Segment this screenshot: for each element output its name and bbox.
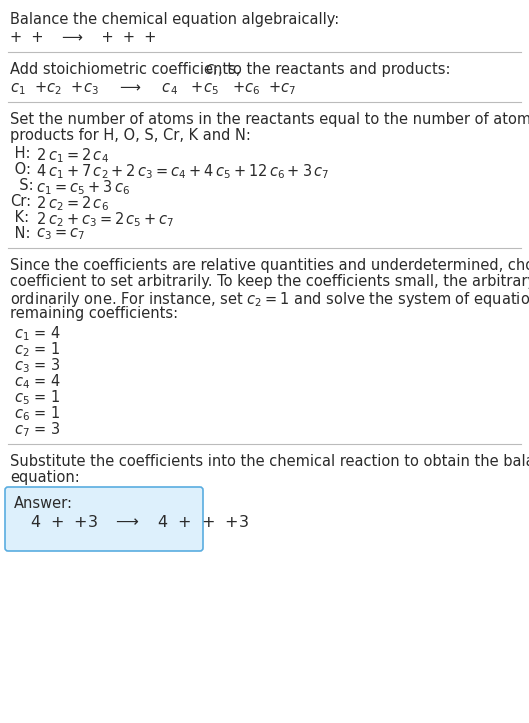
Text: Add stoichiometric coefficients,: Add stoichiometric coefficients,: [10, 62, 245, 77]
Text: Cr:: Cr:: [10, 194, 31, 209]
Text: $c_3 = c_7$: $c_3 = c_7$: [32, 226, 85, 241]
Text: $2\,c_1 = 2\,c_4$: $2\,c_1 = 2\,c_4$: [32, 146, 109, 165]
Text: +  +    ⟶    +  +  +: + + ⟶ + + +: [10, 30, 157, 45]
Text: $c_2$ = 1: $c_2$ = 1: [14, 340, 60, 359]
Text: remaining coefficients:: remaining coefficients:: [10, 306, 178, 321]
Text: Balance the chemical equation algebraically:: Balance the chemical equation algebraica…: [10, 12, 339, 27]
Text: H:: H:: [10, 146, 31, 161]
Text: Substitute the coefficients into the chemical reaction to obtain the balanced: Substitute the coefficients into the che…: [10, 454, 529, 469]
Text: $c_5$ = 1: $c_5$ = 1: [14, 388, 60, 407]
Text: $4\,c_1 + 7\,c_2 + 2\,c_3 = c_4 + 4\,c_5 + 12\,c_6 + 3\,c_7$: $4\,c_1 + 7\,c_2 + 2\,c_3 = c_4 + 4\,c_5…: [32, 162, 330, 181]
Text: $c_1 = c_5 + 3\,c_6$: $c_1 = c_5 + 3\,c_6$: [32, 178, 130, 197]
Text: Answer:: Answer:: [14, 496, 73, 511]
FancyBboxPatch shape: [5, 487, 203, 551]
Text: $c_1$ = 4: $c_1$ = 4: [14, 324, 61, 343]
Text: $2\,c_2 = 2\,c_6$: $2\,c_2 = 2\,c_6$: [32, 194, 109, 213]
Text: $c_6$ = 1: $c_6$ = 1: [14, 404, 60, 423]
Text: S:: S:: [10, 178, 34, 193]
Text: $4$  $+$  $+3$   $\longrightarrow$   $4$  $+$  $+$  $+3$: $4$ $+$ $+3$ $\longrightarrow$ $4$ $+$ $…: [30, 514, 249, 530]
Text: N:: N:: [10, 226, 31, 241]
Text: equation:: equation:: [10, 470, 80, 485]
Text: Since the coefficients are relative quantities and underdetermined, choose a: Since the coefficients are relative quan…: [10, 258, 529, 273]
Text: $c_7$ = 3: $c_7$ = 3: [14, 420, 61, 439]
Text: $c_4$ = 4: $c_4$ = 4: [14, 372, 61, 390]
Text: , to the reactants and products:: , to the reactants and products:: [218, 62, 451, 77]
Text: $c_3$ = 3: $c_3$ = 3: [14, 356, 61, 375]
Text: $2\,c_2 + c_3 = 2\,c_5 + c_7$: $2\,c_2 + c_3 = 2\,c_5 + c_7$: [32, 210, 175, 228]
Text: $c_1$  $+c_2$  $+c_3$    $\longrightarrow$    $c_4$   $+c_5$   $+c_6$  $+c_7$: $c_1$ $+c_2$ $+c_3$ $\longrightarrow$ $c…: [10, 80, 297, 97]
Text: K:: K:: [10, 210, 29, 225]
Text: $c_i$: $c_i$: [205, 62, 218, 77]
Text: products for H, O, S, Cr, K and N:: products for H, O, S, Cr, K and N:: [10, 128, 251, 143]
Text: coefficient to set arbitrarily. To keep the coefficients small, the arbitrary va: coefficient to set arbitrarily. To keep …: [10, 274, 529, 289]
Text: O:: O:: [10, 162, 31, 177]
Text: Set the number of atoms in the reactants equal to the number of atoms in the: Set the number of atoms in the reactants…: [10, 112, 529, 127]
Text: ordinarily one. For instance, set $c_2 = 1$ and solve the system of equations fo: ordinarily one. For instance, set $c_2 =…: [10, 290, 529, 309]
